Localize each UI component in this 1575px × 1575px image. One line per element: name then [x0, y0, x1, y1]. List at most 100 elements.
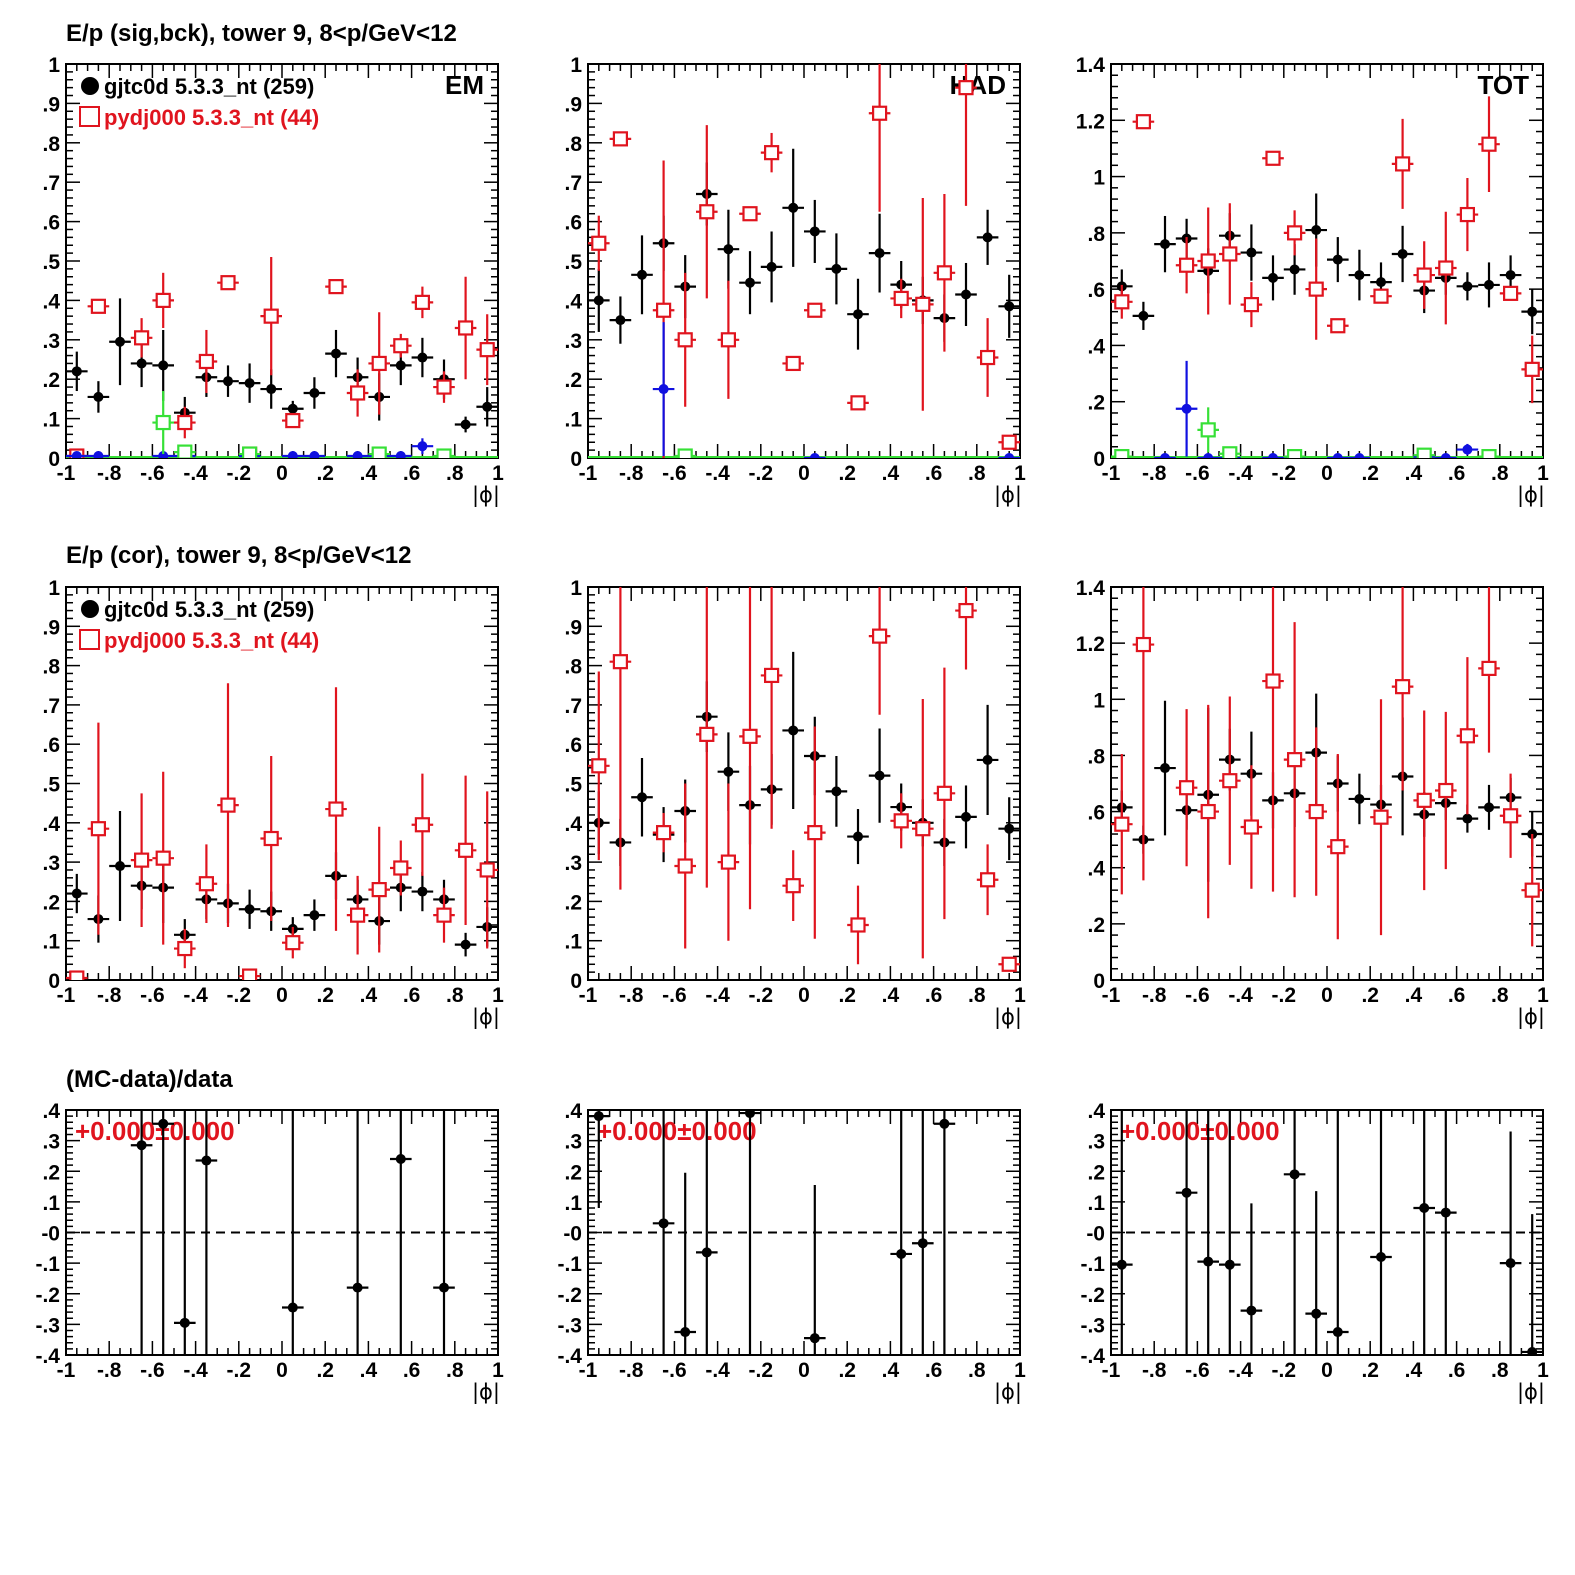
data-point-mc [479, 862, 495, 878]
data-point [136, 358, 147, 369]
data-point-mc [1243, 297, 1260, 313]
data-point [1527, 1346, 1538, 1355]
data-point [223, 376, 233, 387]
x-tick-label: .6 [403, 984, 421, 1007]
y-tick-label: .9 [42, 616, 60, 639]
data-point [1419, 1203, 1430, 1213]
data-point [158, 360, 169, 371]
x-tick-label: .2 [838, 462, 856, 485]
data-point [1224, 1259, 1235, 1270]
data-point-mc [742, 206, 758, 222]
x-tick-label: -.8 [97, 984, 122, 1007]
x-tick-label: -.2 [227, 1359, 252, 1382]
x-axis-label: |ϕ| [1517, 1005, 1545, 1030]
x-tick-label: -.8 [1142, 1359, 1167, 1382]
x-tick-label: -.4 [1228, 1359, 1253, 1382]
data-point-mc [612, 654, 629, 670]
y-tick-label: 1.4 [1076, 54, 1106, 77]
x-tick-label: -1 [579, 1359, 598, 1382]
data-point-mc [893, 290, 909, 307]
data-point [961, 289, 971, 300]
data-point-mc [893, 813, 909, 829]
y-tick-label: .1 [564, 1192, 582, 1215]
data-point-mc [328, 279, 344, 295]
data-point-mc [655, 302, 672, 318]
x-tick-label: -1 [579, 462, 598, 485]
x-tick-label: -1 [1102, 984, 1121, 1007]
data-point [1354, 453, 1365, 458]
y-tick-label: 0 [48, 970, 60, 993]
data-point-mc [371, 446, 387, 458]
x-tick-label: 0 [276, 1359, 288, 1382]
y-tick-label: .2 [1087, 914, 1105, 937]
y-tick-label: .9 [42, 93, 60, 116]
data-point-mc [850, 917, 866, 933]
data-point-mc [871, 105, 888, 121]
data-layer [1111, 96, 1543, 458]
y-tick-label: -.3 [1080, 1314, 1105, 1337]
data-point [1505, 270, 1516, 281]
data-point-mc [393, 338, 409, 354]
data-point-mc [155, 292, 171, 308]
panel-label-tot: TOT [1477, 70, 1529, 100]
data-point [874, 770, 885, 781]
data-point [853, 309, 863, 320]
data-point [71, 366, 82, 377]
x-tick-label: -.2 [1272, 984, 1297, 1007]
y-tick-label: .3 [564, 1131, 582, 1154]
data-point-mc [1394, 679, 1411, 695]
data-point-mc [915, 296, 931, 312]
data-point-mc [350, 385, 366, 401]
data-layer [66, 257, 498, 458]
data-point [982, 754, 993, 765]
x-tick-label: -.4 [183, 984, 208, 1007]
x-tick-label: -.6 [1185, 462, 1210, 485]
data-point [331, 348, 341, 359]
data-point-mc [90, 298, 107, 314]
data-point-mc [979, 872, 996, 888]
legend-marker-mc [79, 106, 100, 127]
x-tick-label: -.8 [619, 1359, 644, 1382]
x-tick-label: .8 [446, 984, 464, 1007]
x-tick-label: -.8 [619, 984, 644, 1007]
data-point-mc [436, 379, 452, 395]
data-point [1332, 1327, 1343, 1338]
data-point-mc [1373, 288, 1389, 304]
data-point [637, 269, 647, 280]
data-point-mc [591, 235, 607, 251]
data-point [136, 1140, 147, 1151]
data-point-mc [198, 876, 214, 892]
data-point-mc [1416, 447, 1432, 458]
data-point [417, 886, 428, 897]
y-tick-label: -0 [41, 1223, 60, 1246]
y-tick-label: -0 [1086, 1223, 1105, 1246]
legend-marker-mc [79, 629, 100, 650]
data-point-mc [371, 355, 387, 372]
data-point [745, 277, 755, 288]
y-tick-label: .6 [564, 734, 582, 757]
x-tick-label: .8 [446, 1359, 464, 1382]
y-tick-label: .4 [1087, 858, 1105, 881]
x-tick-label: .4 [882, 984, 900, 1007]
data-point [1332, 254, 1343, 265]
y-tick-label: .2 [564, 1161, 582, 1184]
y-tick-label: .1 [564, 409, 582, 432]
data-point-mc [720, 332, 737, 348]
data-point-mc [285, 935, 301, 951]
x-tick-label: .8 [1491, 984, 1509, 1007]
data-point-mc [242, 968, 258, 980]
x-tick-label: -.2 [749, 462, 774, 485]
data-point [244, 378, 255, 389]
data-point [439, 1282, 449, 1293]
x-tick-label: .6 [1448, 1359, 1466, 1382]
x-tick-label: -1 [1102, 1359, 1121, 1382]
data-point [982, 232, 993, 243]
data-point-mc [263, 308, 279, 324]
x-tick-label: -.6 [1185, 1359, 1210, 1382]
x-tick-label: 1 [1537, 1359, 1549, 1382]
data-point-mc [677, 858, 693, 874]
x-tick-label: -.2 [749, 984, 774, 1007]
y-tick-label: .1 [42, 409, 60, 432]
data-point-mc [785, 878, 801, 894]
data-point [460, 419, 471, 430]
